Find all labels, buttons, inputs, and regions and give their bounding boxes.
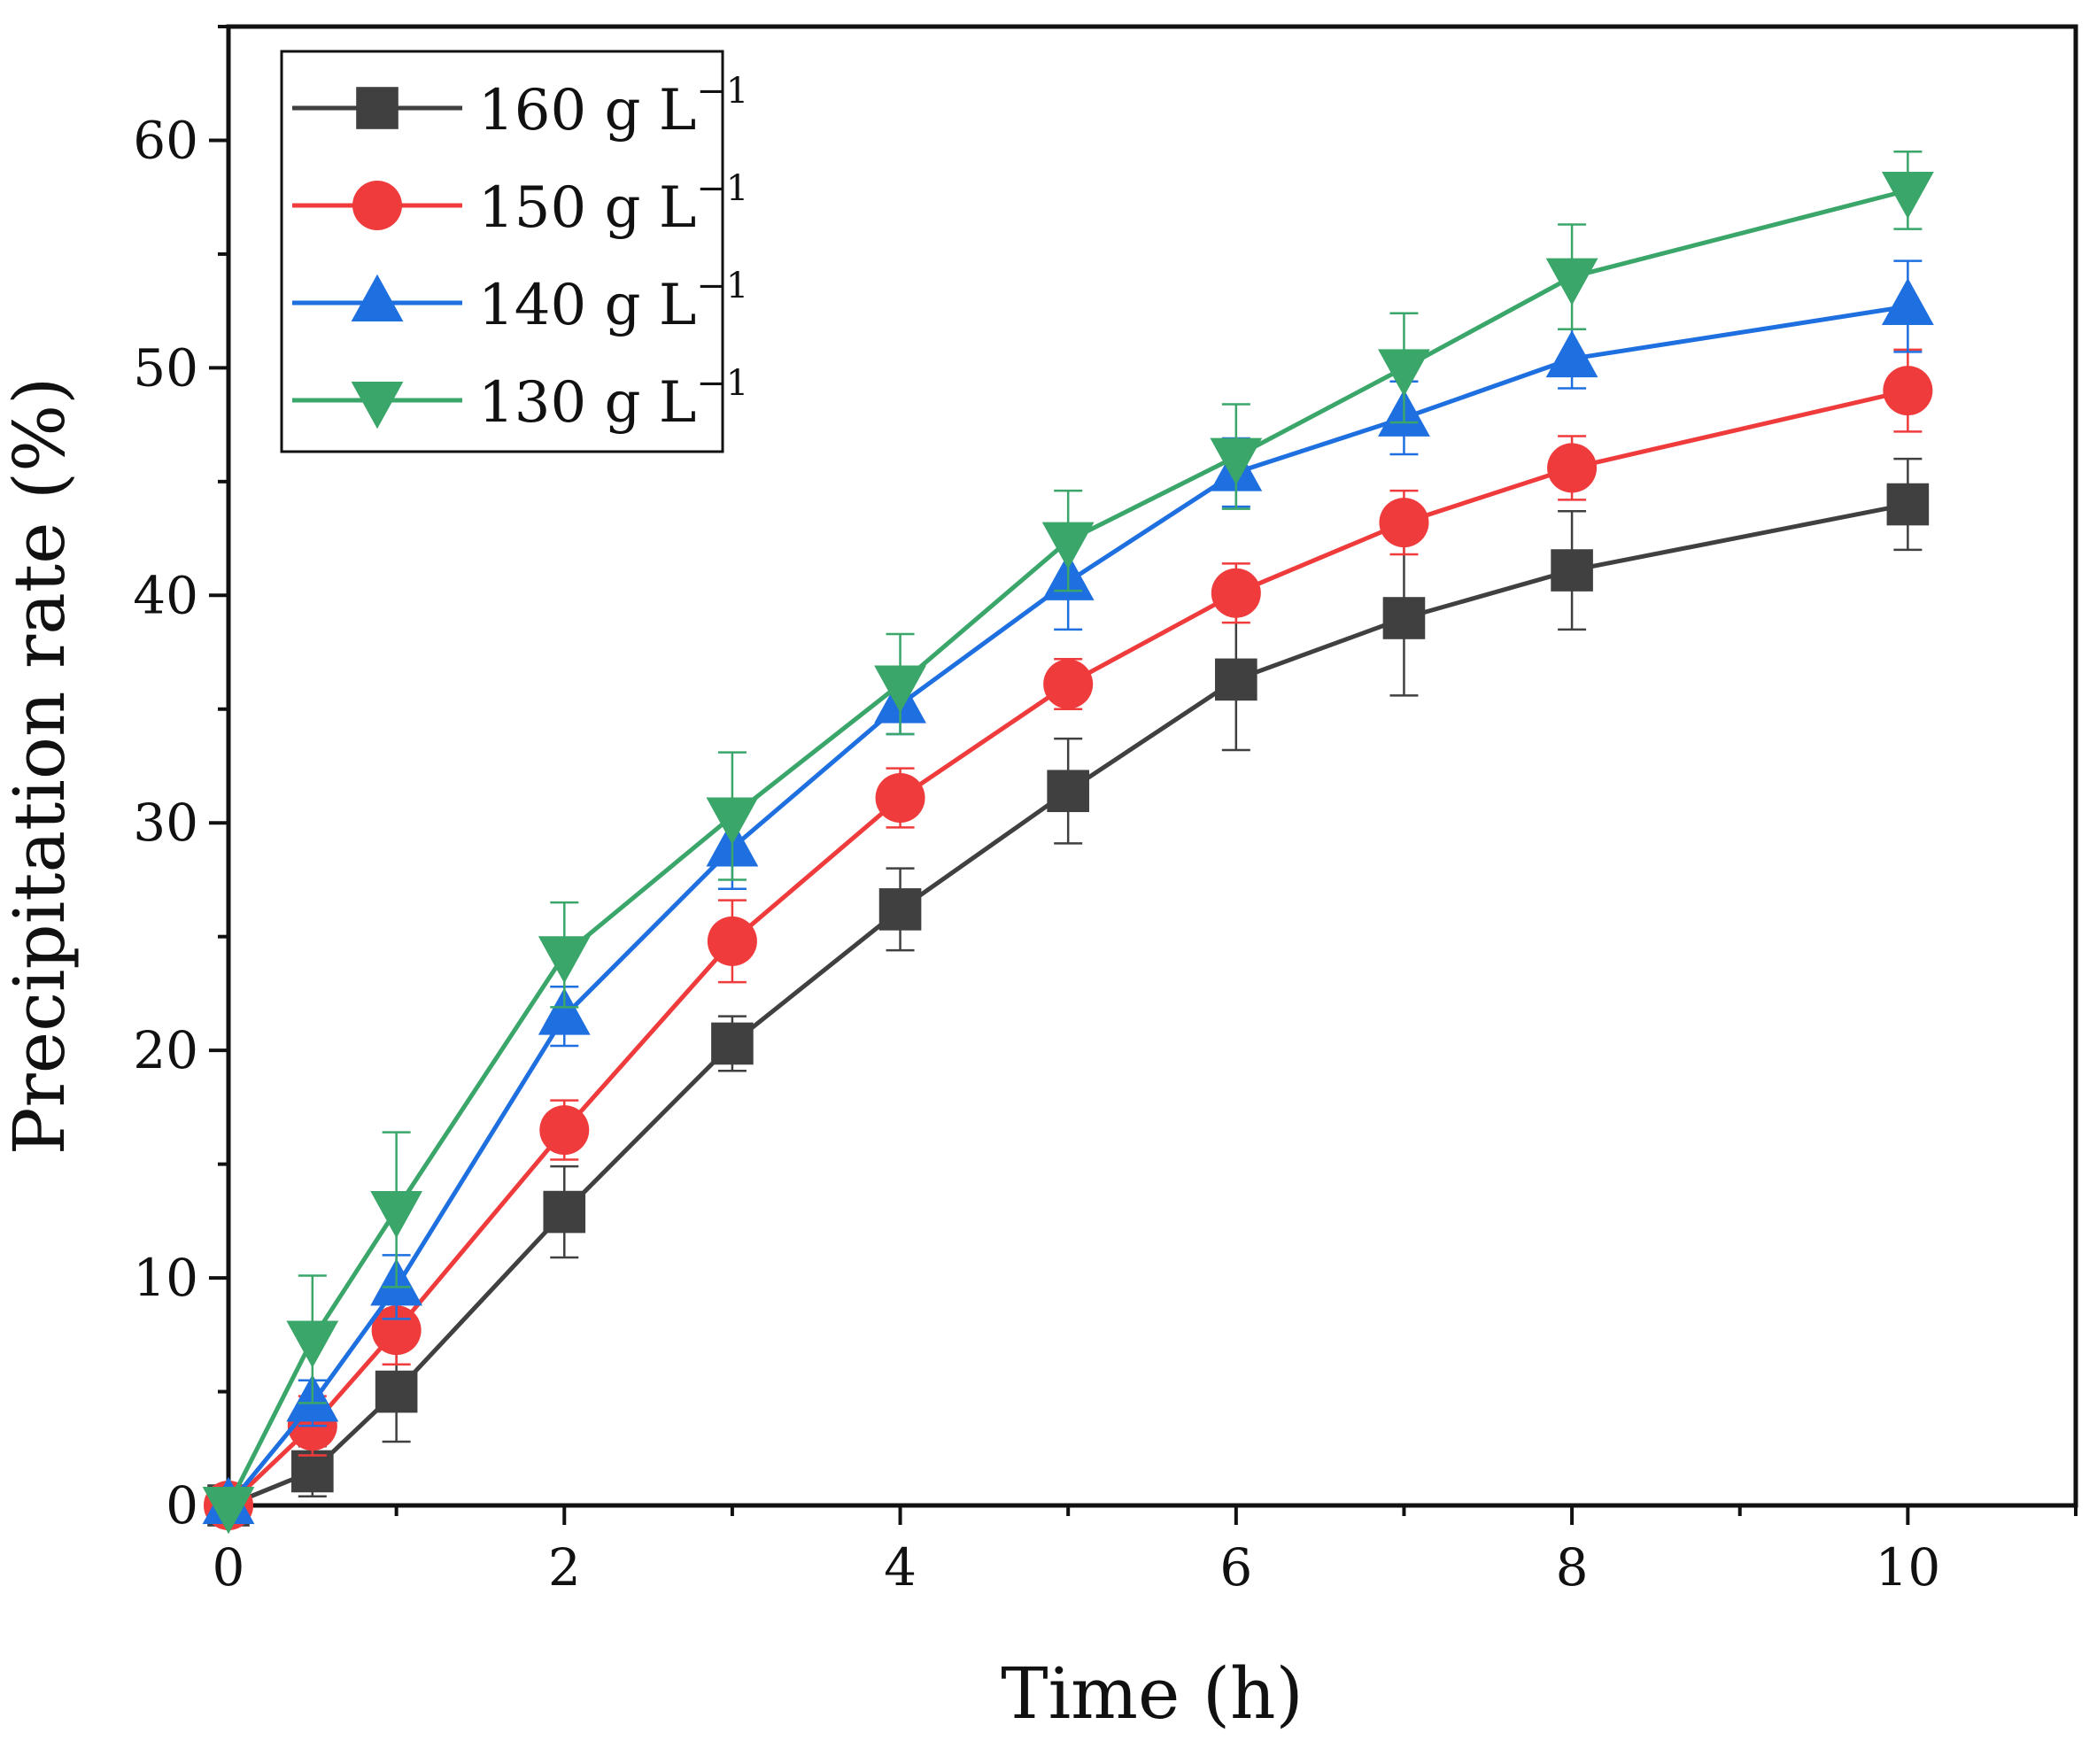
data-point bbox=[874, 665, 926, 713]
data-point bbox=[1378, 349, 1430, 397]
data-point bbox=[1047, 770, 1089, 813]
data-point bbox=[875, 772, 925, 823]
legend-label: 130 g L−1 bbox=[478, 363, 748, 436]
series-triangle-down bbox=[202, 151, 1934, 1535]
x-tick-label: 2 bbox=[548, 1537, 581, 1598]
x-tick-label: 0 bbox=[213, 1537, 245, 1598]
data-point bbox=[1211, 568, 1261, 618]
series-line bbox=[228, 502, 1908, 1508]
data-point bbox=[538, 936, 591, 984]
legend-label: 140 g L−1 bbox=[478, 266, 748, 338]
axis-ticks: 0 2 4 6 8 10 0 10 20 30 40 50 60 bbox=[133, 25, 2078, 1598]
data-point bbox=[286, 1320, 339, 1368]
data-point bbox=[711, 1022, 754, 1065]
legend: 160 g L−1 150 g L−1 140 g L−1 130 g L−1 bbox=[280, 50, 748, 453]
data-point bbox=[1551, 549, 1593, 592]
data-point bbox=[1382, 597, 1426, 639]
data-point bbox=[1545, 329, 1598, 378]
legend-label: 150 g L−1 bbox=[478, 168, 748, 241]
data-point bbox=[1210, 437, 1263, 485]
y-tick-label: 60 bbox=[133, 110, 198, 170]
data-point bbox=[1041, 522, 1095, 569]
data-point bbox=[1547, 443, 1598, 493]
data-point bbox=[538, 987, 591, 1035]
y-tick-label: 20 bbox=[133, 1020, 198, 1080]
series-layer bbox=[202, 151, 1934, 1535]
data-point bbox=[1886, 483, 1930, 526]
data-point bbox=[878, 888, 922, 931]
data-point bbox=[375, 1370, 418, 1413]
data-point bbox=[1043, 659, 1094, 709]
series-line bbox=[227, 304, 1908, 1507]
legend-label: 160 g L−1 bbox=[478, 71, 748, 143]
data-point bbox=[1545, 258, 1598, 306]
y-tick-label: 0 bbox=[166, 1475, 198, 1536]
x-tick-label: 4 bbox=[884, 1537, 917, 1598]
x-axis-title: Time (h) bbox=[1001, 1652, 1304, 1735]
data-point bbox=[291, 1450, 334, 1493]
data-point bbox=[706, 797, 759, 845]
series-square bbox=[207, 457, 1930, 1527]
data-point bbox=[1883, 366, 1933, 416]
y-tick-label: 30 bbox=[133, 793, 198, 853]
data-point bbox=[1215, 658, 1257, 701]
y-tick-label: 40 bbox=[133, 565, 198, 625]
x-tick-label: 8 bbox=[1556, 1537, 1589, 1598]
legend-marker bbox=[351, 274, 404, 321]
data-point bbox=[370, 1191, 423, 1239]
data-point bbox=[202, 1487, 255, 1535]
data-point bbox=[539, 1105, 590, 1156]
data-point bbox=[543, 1190, 586, 1234]
y-tick-label: 10 bbox=[133, 1248, 198, 1308]
x-tick-label: 10 bbox=[1875, 1537, 1940, 1598]
x-tick-label: 6 bbox=[1219, 1537, 1252, 1598]
legend-marker bbox=[351, 382, 404, 429]
y-axis-title: Precipitation rate (%) bbox=[0, 377, 81, 1156]
data-point bbox=[1881, 277, 1934, 326]
data-point bbox=[1379, 498, 1429, 548]
data-point bbox=[1881, 171, 1934, 220]
plot-frame bbox=[226, 24, 2078, 1508]
legend-marker bbox=[352, 181, 402, 230]
legend-marker bbox=[356, 87, 399, 129]
y-tick-label: 50 bbox=[133, 337, 198, 398]
data-point bbox=[707, 916, 757, 966]
